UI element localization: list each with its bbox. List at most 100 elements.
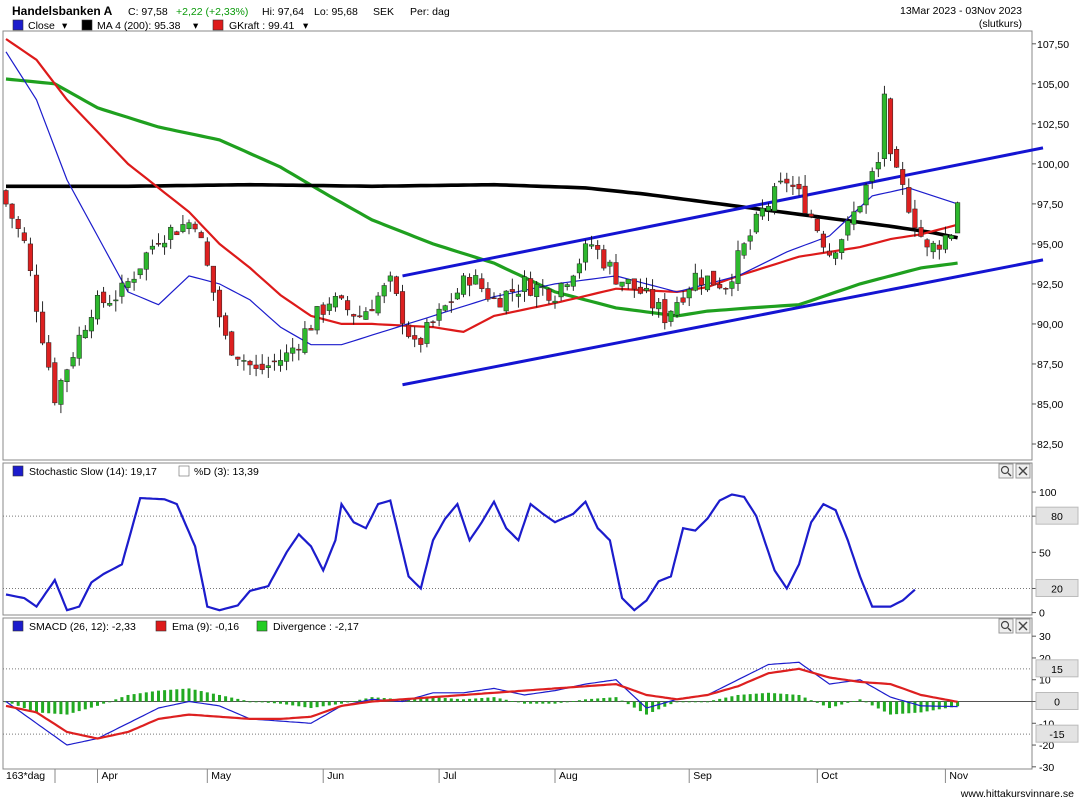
divergence-bar (687, 701, 691, 703)
divergence-bar (260, 701, 264, 703)
gkraft-swatch (212, 19, 224, 31)
divergence-bar (876, 701, 880, 709)
macd-level-label: 0 (1054, 697, 1060, 709)
divergence-bar (901, 701, 905, 714)
ma-blue-line (5, 51, 958, 346)
stoch-level-label: 20 (1051, 583, 1063, 595)
candle-body (241, 360, 247, 362)
stoch-swatch (12, 465, 24, 477)
divergence-bar (895, 701, 899, 715)
candle-body (784, 178, 790, 184)
divergence-bar (163, 690, 167, 702)
divergence-bar (254, 701, 258, 703)
divergence-bar (22, 701, 26, 709)
macd-zoom-icon[interactable] (998, 618, 1014, 634)
x-axis-label: May (211, 770, 232, 782)
divergence-bar (480, 698, 484, 702)
divergence-bar (150, 691, 154, 702)
candle-body (27, 243, 33, 271)
divergence-bar (852, 701, 856, 702)
candle-body (143, 252, 149, 270)
gkraft-line (5, 38, 958, 334)
macd-level-label: 15 (1051, 664, 1063, 676)
divergence-bar (663, 701, 667, 707)
divergence-bar (248, 701, 252, 703)
divergence-bar (693, 701, 697, 703)
stoch-legend: Stochastic Slow (14): 19,17 (29, 466, 157, 478)
divergence-bar (443, 698, 447, 702)
divergence-bar (285, 701, 289, 705)
candle-body (595, 245, 601, 250)
x-axis-label: Jun (327, 770, 344, 782)
divergence-bar (65, 701, 69, 715)
divergence-bar (333, 701, 337, 705)
divergence-bar (28, 701, 32, 711)
candle-body (552, 300, 558, 304)
candle-body (473, 275, 479, 285)
candle-body (515, 293, 521, 297)
stoch-close-icon[interactable] (1015, 463, 1031, 479)
candle-body (277, 360, 284, 366)
x-axis-label: Oct (821, 770, 837, 782)
candle-body (107, 302, 113, 306)
candle-body (845, 220, 851, 236)
legend-gkraft-caret[interactable]: ▾ (303, 20, 309, 32)
divergence-bar (803, 697, 807, 702)
legend-close-caret[interactable]: ▾ (62, 20, 68, 32)
price-type: (slutkurs) (979, 18, 1022, 30)
divergence-bar (35, 701, 38, 713)
candle-body (869, 171, 875, 182)
smacd-line (5, 661, 958, 746)
candle-body (351, 314, 357, 317)
divergence-bar (242, 700, 246, 702)
legend-gkraft: GKraft : 99.41 (229, 20, 295, 32)
divergence-bar (449, 698, 453, 702)
divergence-bar (218, 694, 221, 702)
divergence-bar (108, 701, 112, 703)
divergence-bar (608, 697, 612, 702)
candle-body (375, 295, 381, 314)
candle-body (3, 190, 9, 205)
candle-body (168, 226, 174, 240)
candle-body (576, 263, 582, 274)
legend-ma-caret[interactable]: ▾ (193, 20, 199, 32)
divergence-bar (89, 701, 93, 708)
divergence-bar (840, 701, 844, 705)
divergence-bar (882, 701, 886, 712)
divergence-bar (510, 701, 514, 702)
candle-body (808, 213, 814, 217)
candle-body (204, 241, 210, 266)
candle-body (418, 338, 424, 345)
stoch-zoom-icon[interactable] (998, 463, 1014, 479)
candle-body (814, 218, 820, 232)
legend-ma: MA 4 (200): 95.38 (97, 20, 181, 32)
candle-body (357, 315, 363, 318)
change-value: +2,22 (+2,33%) (176, 6, 248, 18)
divergence-bar (419, 698, 423, 702)
candle-body (284, 352, 290, 362)
divergence-bar (590, 698, 594, 702)
macd-axis-label: 10 (1039, 675, 1051, 687)
macd-close-icon[interactable] (1015, 618, 1031, 634)
divergence-bar (797, 694, 801, 702)
candle-body (833, 252, 839, 259)
divergence-bar (535, 701, 539, 704)
candle-body (857, 206, 863, 213)
candle-body (180, 224, 186, 232)
candle-body (448, 301, 454, 303)
x-axis-label: Nov (949, 770, 968, 782)
divergence-bar (943, 701, 947, 709)
footer-source: www.hittakursvinnare.se (960, 788, 1074, 800)
candle-body (247, 360, 253, 366)
candle-body (412, 335, 418, 340)
price-axis-label: 97,50 (1037, 199, 1063, 211)
candle-body (534, 284, 540, 298)
divergence-bar (455, 698, 459, 702)
candle-body (320, 304, 326, 315)
price-axis-label: 82,50 (1037, 439, 1063, 451)
high-value: Hi: 97,64 (262, 6, 304, 18)
candle-body (906, 187, 912, 213)
candle-body (540, 286, 546, 289)
divergence-bar (706, 701, 709, 703)
